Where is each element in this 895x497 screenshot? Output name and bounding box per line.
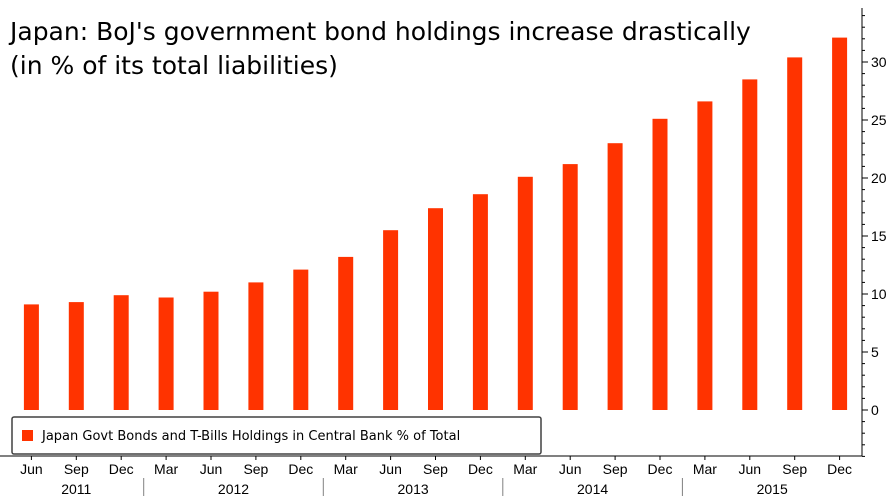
- x-tick-label: Jun: [20, 461, 43, 477]
- x-tick-label: Mar: [334, 461, 358, 477]
- bar: [338, 256, 354, 410]
- x-tick-label: Mar: [513, 461, 537, 477]
- x-tick-label: Dec: [648, 461, 673, 477]
- chart-title-line1: Japan: BoJ's government bond holdings in…: [8, 17, 751, 46]
- year-label: 2014: [577, 481, 608, 497]
- bar: [832, 37, 848, 410]
- x-tick-label: Sep: [423, 461, 448, 477]
- x-tick-label: Dec: [827, 461, 852, 477]
- legend-box: [11, 416, 542, 455]
- bar: [787, 57, 803, 411]
- bar: [293, 269, 309, 410]
- bar: [428, 208, 443, 410]
- x-tick-label: Dec: [468, 461, 493, 477]
- x-tick-label: Jun: [739, 461, 762, 477]
- x-tick-label: Mar: [154, 461, 178, 477]
- legend-swatch: [22, 430, 33, 441]
- bar: [652, 118, 668, 411]
- bar: [562, 164, 578, 410]
- x-tick-label: Jun: [379, 461, 402, 477]
- year-label: 2012: [218, 481, 249, 497]
- bar: [517, 176, 533, 410]
- x-tick-label: Sep: [64, 461, 89, 477]
- bar: [607, 143, 623, 410]
- bar: [742, 79, 758, 411]
- bar: [113, 295, 129, 410]
- y-tick-label: 20: [871, 170, 887, 186]
- x-tick-label: Dec: [109, 461, 134, 477]
- bar: [23, 304, 39, 410]
- bars-group: [23, 37, 848, 411]
- x-tick-label: Sep: [243, 461, 268, 477]
- x-tick-label: Sep: [782, 461, 807, 477]
- year-label: 2011: [61, 481, 91, 497]
- legend: Japan Govt Bonds and T-Bills Holdings in…: [11, 416, 542, 455]
- x-tick-label: Sep: [603, 461, 628, 477]
- y-tick-label: 10: [871, 286, 887, 302]
- y-tick-label: 0: [871, 402, 879, 418]
- y-tick-label: 25: [871, 112, 887, 128]
- x-tick-label: Jun: [559, 461, 582, 477]
- bar: [383, 230, 399, 410]
- chart-title-line2: (in % of its total liabilities): [10, 51, 338, 80]
- bar: [158, 297, 174, 410]
- bar: [248, 282, 264, 410]
- bar: [472, 194, 488, 410]
- x-axis: Jun Sep Dec Mar Jun Sep Dec Mar Jun Sep Dec Mar Jun S…: [0, 455, 862, 497]
- legend-label: Japan Govt Bonds and T-Bills Holdings in…: [41, 429, 460, 444]
- bar: [68, 302, 84, 410]
- year-label: 2013: [398, 481, 429, 497]
- x-tick-label: Jun: [200, 461, 223, 477]
- y-tick-label: 30: [871, 54, 887, 70]
- x-tick-label: Mar: [693, 461, 717, 477]
- bar: [203, 291, 219, 410]
- bar: [697, 101, 713, 411]
- y-tick-label: 15: [871, 228, 887, 244]
- y-axis: 0 5 10 15 20 25 30: [861, 8, 887, 457]
- y-tick-label: 5: [871, 344, 879, 360]
- x-tick-label: Dec: [288, 461, 313, 477]
- year-label: 2015: [757, 481, 788, 497]
